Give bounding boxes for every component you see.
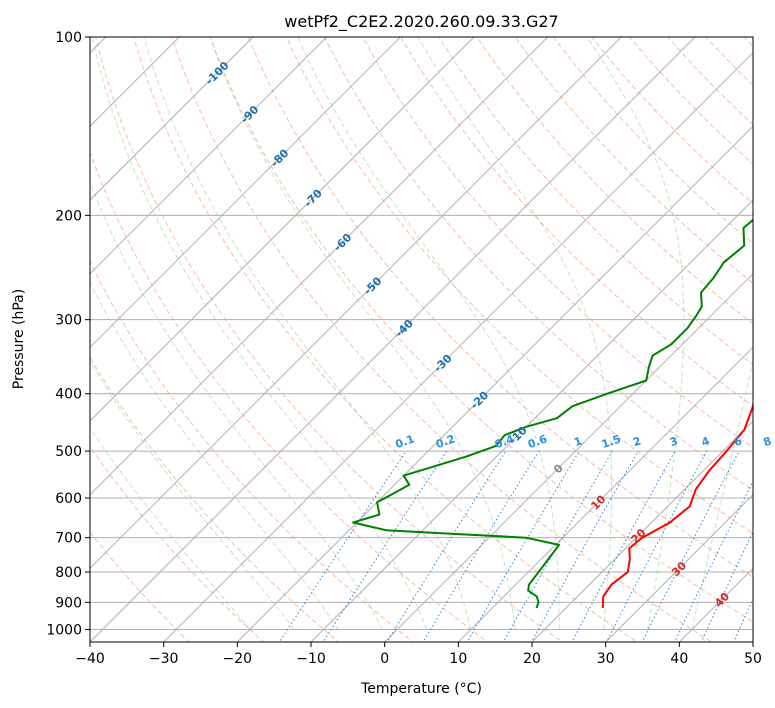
- dewpoint-profile-line: [352, 218, 753, 609]
- y-tick-label: 300: [55, 313, 82, 329]
- dry-adiabat-line: [90, 151, 489, 642]
- mixing-ratio-line: [571, 450, 676, 642]
- mixing-ratio-line: [278, 450, 407, 642]
- moist-adiabat-line: [586, 37, 685, 630]
- dry-adiabat-line: [285, 37, 753, 534]
- y-axis-label: Pressure (hPa): [11, 289, 27, 389]
- dry-adiabat-line: [438, 37, 753, 366]
- isotherm-line: [90, 37, 402, 349]
- mixing-ratio-label: 3: [668, 434, 680, 449]
- y-tick-label: 900: [55, 595, 82, 611]
- mixing-ratio-label: 1.5: [600, 432, 623, 451]
- y-tick-label: 1000: [46, 622, 82, 638]
- moist-adiabat-line: [90, 281, 339, 630]
- y-tick-label: 800: [55, 565, 82, 581]
- dry-adiabat-line: [667, 37, 753, 126]
- dry-adiabat-line: [133, 37, 638, 642]
- x-tick-label: 0: [380, 651, 389, 667]
- isotherm-line: [90, 37, 696, 642]
- mixing-ratio-label: 2: [631, 434, 643, 449]
- data-layer: [352, 218, 753, 609]
- isotherm-line: [604, 493, 753, 642]
- mixing-ratio-line: [422, 450, 540, 642]
- x-tick-label: −40: [75, 651, 105, 667]
- x-tick-label: −30: [149, 651, 179, 667]
- y-tick-label: 700: [55, 531, 82, 547]
- y-tick-label: 400: [55, 387, 82, 403]
- isotherm-line: [90, 37, 328, 275]
- mixing-ratio-label: 0.4: [493, 432, 516, 451]
- x-tick-label: 50: [744, 651, 762, 667]
- dry-adiabat-line: [90, 445, 265, 642]
- dry-adiabat-line: [95, 37, 564, 642]
- mixing-ratio-label: 0.2: [434, 432, 457, 451]
- axis-layer: −40 −30 −20 −10 0 10 20 30 40 5010020030040050060…: [46, 30, 762, 667]
- x-tick-label: −20: [223, 651, 253, 667]
- mixing-ratio-line: [386, 450, 507, 642]
- y-tick-label: 500: [55, 444, 82, 460]
- dry-adiabat-line: [90, 260, 414, 642]
- dry-adiabat-line: [590, 37, 753, 205]
- mixing-ratio-line: [322, 450, 448, 642]
- x-tick-label: 40: [670, 651, 688, 667]
- dry-adiabat-line: [552, 37, 753, 244]
- x-tick-label: −10: [296, 651, 326, 667]
- y-tick-label: 200: [55, 208, 82, 224]
- y-tick-label: 600: [55, 491, 82, 507]
- isotherm-line: [90, 37, 549, 496]
- dry-adiabat-line: [209, 37, 753, 623]
- moist-adiabat-line: [91, 37, 428, 630]
- x-tick-label: 20: [523, 651, 541, 667]
- dry-adiabat-line: [514, 37, 753, 285]
- moist-adiabat-line: [417, 37, 612, 630]
- dry-adiabat-line: [362, 37, 753, 449]
- moist-adiabat-line: [209, 37, 516, 630]
- mixing-ratio-label: 1: [572, 434, 584, 449]
- isotherm-line: [162, 51, 753, 642]
- plot-frame: [89, 36, 754, 643]
- moist-adiabat-line: [297, 37, 560, 630]
- isotherm-line: [531, 420, 753, 642]
- isotherm-line: [90, 37, 254, 201]
- temperature-profile-line: [601, 399, 753, 609]
- mixing-ratio-label: 8: [762, 434, 774, 449]
- dry-adiabat-line: [400, 37, 753, 407]
- mixing-ratio-label: 0.1: [394, 432, 417, 451]
- mixing-ratio-label: 0.6: [526, 432, 549, 451]
- y-tick-label: 100: [55, 30, 82, 46]
- dry-adiabat-line: [90, 531, 190, 642]
- mixing-ratio-line: [673, 480, 753, 642]
- x-tick-label: 10: [449, 651, 467, 667]
- moist-adiabat-line: [691, 358, 753, 630]
- isotherm-line: [457, 346, 753, 642]
- isotherm-line: [90, 37, 181, 128]
- x-axis-label: Temperature (°C): [360, 681, 482, 697]
- isotherm-line: [90, 37, 623, 570]
- mixing-ratio-line: [531, 450, 639, 642]
- mixing-ratio-line: [466, 450, 580, 642]
- mixing-ratio-line: [502, 450, 613, 642]
- mixing-ratio-label: 4: [700, 434, 712, 449]
- chart-title: wetPf2_C2E2.2020.260.09.33.G27: [284, 12, 558, 32]
- dry-adiabat-line: [247, 37, 753, 578]
- isotherm-line: [236, 125, 753, 642]
- dry-adiabat-line: [171, 37, 713, 642]
- moist-adiabat-line: [90, 180, 383, 630]
- isotherm-line: [90, 37, 475, 422]
- isotherm-line: [310, 199, 753, 642]
- mixing-ratio-label: 6: [732, 434, 744, 449]
- dry-adiabat-line: [476, 37, 753, 325]
- x-tick-label: 30: [597, 651, 615, 667]
